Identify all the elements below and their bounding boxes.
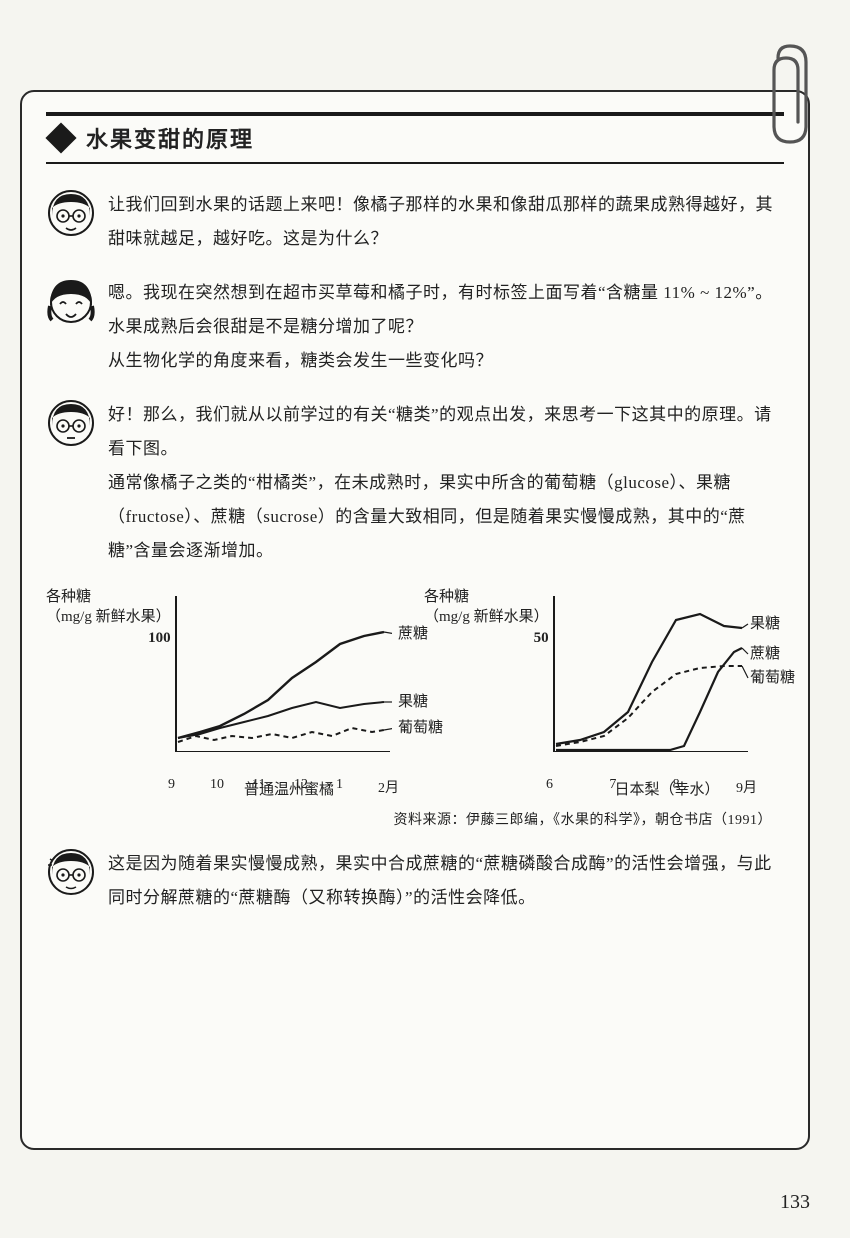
chart-x-caption: 日本梨（幸水） xyxy=(550,778,784,799)
dialogue-line: 嗯。我现在突然想到在超市买草莓和橘子时，有时标签上面写着“含糖量 11% ~ 1… xyxy=(108,276,784,310)
charts-row: 各种糖 （mg/g 新鲜水果） 100 蔗糖 果糖 葡萄糖 910111212月… xyxy=(46,588,784,757)
y-label-line: （mg/g 新鲜水果） xyxy=(46,608,171,628)
dialogue-line: 好！那么，我们就从以前学过的有关“糖类”的观点出发，来思考一下这其中的原理。请看… xyxy=(108,398,784,466)
y-max: 100 xyxy=(46,629,171,649)
dialogue-line: 让我们回到水果的话题上来吧！像橘子那样的水果和像甜瓜那样的蔬果成熟得越好，其甜味… xyxy=(108,188,784,256)
series-label-fructose: 果糖 xyxy=(750,612,780,633)
y-label-line: 各种糖 xyxy=(46,588,171,608)
dialogue-text: 嗯。我现在突然想到在超市买草莓和橘子时，有时标签上面写着“含糖量 11% ~ 1… xyxy=(108,276,784,378)
series-label-sucrose: 蔗糖 xyxy=(750,642,780,663)
avatar-girl-icon xyxy=(46,276,96,378)
chart-right: 各种糖 （mg/g 新鲜水果） 50 果糖 蔗糖 葡萄糖 6789月 日本梨（幸… xyxy=(424,588,784,757)
dialogue-line: 通常像橘子之类的“柑橘类”，在未成熟时，果实中所含的葡萄糖（glucose）、果… xyxy=(108,466,784,568)
dialogue-text: 好！那么，我们就从以前学过的有关“糖类”的观点出发，来思考一下这其中的原理。请看… xyxy=(108,398,784,568)
dialogue-row: 好！那么，我们就从以前学过的有关“糖类”的观点出发，来思考一下这其中的原理。请看… xyxy=(46,398,784,568)
dialogue-text: 让我们回到水果的话题上来吧！像橘子那样的水果和像甜瓜那样的蔬果成熟得越好，其甜味… xyxy=(108,188,784,256)
avatar-boy-glasses-icon xyxy=(46,188,96,256)
dialogue-text: 这是因为随着果实慢慢成熟，果实中合成蔗糖的“蔗糖磷酸合成酶”的活性会增强，与此同… xyxy=(108,847,784,915)
chart-y-label: 各种糖 （mg/g 新鲜水果） 50 xyxy=(424,588,549,649)
header-diamond-icon xyxy=(45,122,76,153)
page-number: 133 xyxy=(780,1191,810,1214)
series-label-glucose: 葡萄糖 xyxy=(750,666,795,687)
avatar-boy-glasses-icon xyxy=(46,398,96,568)
y-label-line: 各种糖 xyxy=(424,588,549,608)
paperclip-icon xyxy=(760,40,820,150)
dialogue-row: 这是因为随着果实慢慢成熟，果实中合成蔗糖的“蔗糖磷酸合成酶”的活性会增强，与此同… xyxy=(46,847,784,915)
y-max: 50 xyxy=(424,629,549,649)
chart-svg xyxy=(550,592,750,752)
dialogue-line: 这是因为随着果实慢慢成熟，果实中合成蔗糖的“蔗糖磷酸合成酶”的活性会增强，与此同… xyxy=(108,847,784,915)
chart-plot-area: 果糖 蔗糖 葡萄糖 6789月 日本梨（幸水） xyxy=(550,592,784,757)
page-frame: 水果变甜的原理 让我们回到水果的话题上来吧！像橘子那样的水果和像甜瓜那样的蔬果成… xyxy=(20,90,810,1150)
y-label-line: （mg/g 新鲜水果） xyxy=(424,608,549,628)
dialogue-row: 让我们回到水果的话题上来吧！像橘子那样的水果和像甜瓜那样的蔬果成熟得越好，其甜味… xyxy=(46,188,784,256)
section-header: 水果变甜的原理 xyxy=(46,112,784,164)
chart-left: 各种糖 （mg/g 新鲜水果） 100 蔗糖 果糖 葡萄糖 910111212月… xyxy=(46,588,406,757)
section-title: 水果变甜的原理 xyxy=(86,122,254,154)
dialogue-row: 嗯。我现在突然想到在超市买草莓和橘子时，有时标签上面写着“含糖量 11% ~ 1… xyxy=(46,276,784,378)
chart-plot-area: 蔗糖 果糖 葡萄糖 910111212月 普通温州蜜橘 xyxy=(172,592,406,757)
dialogue-line: 水果成熟后会很甜是不是糖分增加了呢？ xyxy=(108,310,784,344)
source-citation: 资料来源：伊藤三郎编，《水果的科学》，朝仓书店（1991） xyxy=(46,809,772,829)
dialogue-line: 从生物化学的角度来看，糖类会发生一些变化吗？ xyxy=(108,344,784,378)
chart-x-caption: 普通温州蜜橘 xyxy=(172,778,406,799)
chart-y-label: 各种糖 （mg/g 新鲜水果） 100 xyxy=(46,588,171,649)
chart-svg xyxy=(172,592,392,752)
avatar-boy-glasses-sparkle-icon xyxy=(46,847,96,915)
